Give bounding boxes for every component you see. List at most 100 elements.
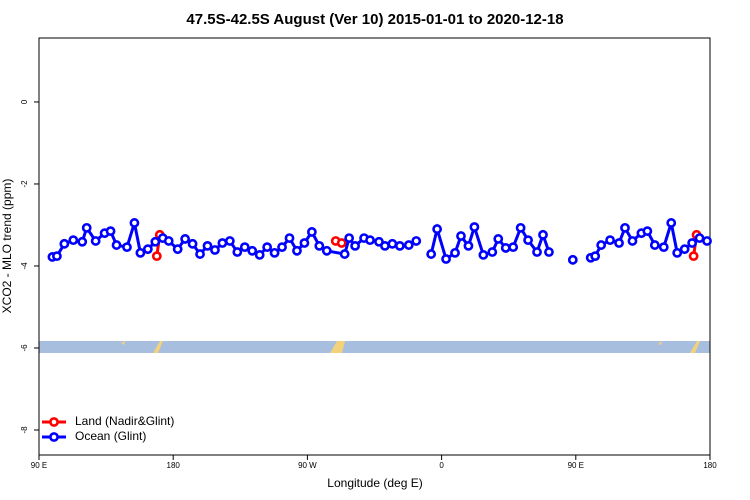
data-point	[469, 222, 480, 232]
data-point	[68, 235, 79, 246]
data-point	[339, 249, 350, 259]
data-point	[224, 236, 235, 246]
data-point	[544, 247, 554, 257]
data-point	[450, 247, 460, 258]
data-point	[441, 254, 451, 264]
data-point	[515, 222, 526, 233]
x-tick-label: 90 E	[568, 461, 584, 470]
legend-marker	[49, 417, 59, 427]
x-tick-label: 90 E	[31, 461, 47, 470]
data-point	[387, 238, 398, 249]
data-point	[129, 218, 140, 228]
data-point	[254, 250, 265, 260]
data-point	[463, 240, 474, 251]
x-tick-label: 180	[167, 461, 181, 470]
data-point	[403, 240, 414, 250]
data-point	[605, 235, 615, 246]
data-point	[649, 240, 660, 250]
legend-label: Land (Nadir&Glint)	[75, 414, 174, 428]
data-point	[247, 245, 258, 256]
data-point	[299, 238, 310, 248]
data-point	[456, 231, 466, 241]
data-point	[284, 233, 295, 243]
data-point	[122, 242, 132, 253]
data-point	[614, 238, 624, 248]
data-point	[687, 238, 698, 248]
data-point	[487, 247, 498, 257]
data-point	[202, 240, 213, 251]
data-point	[500, 243, 511, 253]
legend-label: Ocean (Glint)	[75, 429, 146, 443]
y-tick-label: 0	[20, 99, 29, 104]
data-point	[239, 242, 250, 253]
data-point	[666, 218, 677, 228]
data-point	[365, 235, 375, 246]
data-point	[596, 240, 607, 250]
data-point	[478, 250, 489, 260]
data-point	[658, 242, 669, 253]
data-point	[77, 236, 88, 247]
data-point	[105, 226, 116, 237]
y-tick-label: -4	[20, 262, 29, 270]
y-axis-label: XCO2 - MLO trend (ppm)	[0, 179, 14, 314]
y-tick-label: -8	[20, 426, 29, 434]
y-tick-label: -6	[20, 344, 29, 352]
data-point	[232, 247, 243, 257]
x-tick-label: 180	[703, 461, 717, 470]
data-point	[81, 222, 92, 233]
data-point	[394, 240, 405, 251]
x-tick-label: 0	[439, 461, 444, 470]
land-mask-strip	[39, 341, 710, 353]
data-point	[336, 238, 347, 248]
data-point	[567, 254, 578, 265]
data-point	[195, 249, 205, 259]
data-point	[590, 251, 601, 262]
plot-frame	[38, 37, 711, 456]
data-point	[269, 247, 280, 258]
data-point	[142, 244, 153, 255]
data-point	[277, 242, 287, 253]
data-point	[620, 222, 630, 233]
data-point	[411, 236, 422, 246]
data-point	[432, 224, 443, 234]
data-point	[187, 238, 198, 249]
data-point	[163, 236, 174, 246]
data-point	[538, 229, 548, 240]
y-tick-label: -2	[20, 180, 29, 188]
data-point	[51, 251, 62, 262]
data-point	[172, 244, 183, 255]
data-point	[321, 245, 332, 256]
data-point	[508, 242, 519, 253]
legend-marker	[49, 432, 59, 442]
data-point	[90, 236, 101, 246]
data-point	[292, 245, 302, 256]
data-point	[627, 236, 638, 246]
data-point	[135, 247, 146, 258]
data-point	[150, 236, 161, 247]
data-point	[493, 234, 504, 244]
data-point	[380, 240, 390, 251]
x-tick-label: 90 W	[298, 461, 317, 470]
data-point	[672, 247, 683, 258]
data-point	[111, 240, 122, 250]
data-point	[262, 242, 273, 253]
data-point	[523, 235, 533, 246]
data-point	[679, 244, 690, 255]
data-point	[426, 249, 437, 259]
data-point	[642, 226, 653, 237]
data-point	[702, 236, 712, 246]
data-point	[350, 240, 361, 251]
data-point	[688, 251, 699, 262]
data-point	[210, 245, 220, 255]
data-point	[151, 251, 162, 262]
data-point	[180, 234, 191, 244]
data-point	[532, 247, 542, 257]
chart-title: 47.5S-42.5S August (Ver 10) 2015-01-01 t…	[186, 11, 563, 28]
data-point	[344, 233, 355, 243]
x-axis-label: Longitude (deg E)	[327, 476, 422, 490]
data-point	[694, 233, 705, 243]
data-point	[314, 240, 325, 251]
data-point	[306, 227, 317, 237]
data-point	[59, 238, 70, 249]
